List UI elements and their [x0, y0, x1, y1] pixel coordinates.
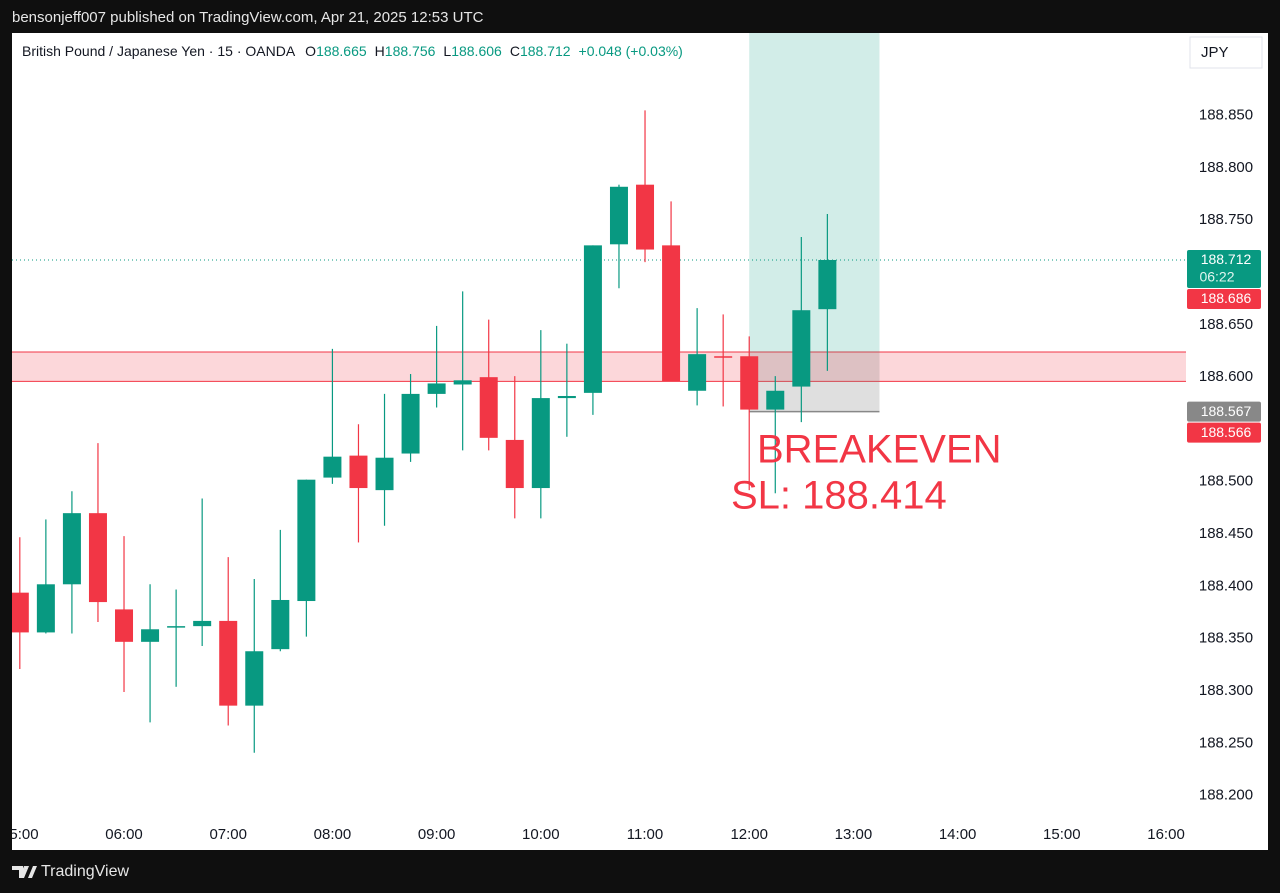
- y-tick-label: 188.300: [1199, 682, 1253, 699]
- candle-body: [688, 354, 707, 391]
- candle-body: [12, 592, 29, 633]
- x-tick-label: 11:00: [627, 826, 663, 843]
- candle-body: [141, 629, 160, 642]
- y-tick-label: 188.350: [1199, 630, 1253, 647]
- candle-body: [609, 186, 628, 245]
- currency: JPY: [1201, 44, 1229, 61]
- ohlc-value: 188.665: [316, 43, 367, 59]
- ohlc-key: C: [510, 43, 520, 59]
- candle-body: [62, 513, 81, 585]
- change: +0.048 (+0.03%): [579, 43, 683, 59]
- x-tick-label: 13:00: [835, 826, 873, 843]
- candle-body: [115, 609, 134, 642]
- candle-body: [375, 457, 394, 491]
- candle-body: [219, 620, 238, 706]
- candle-body: [453, 380, 472, 385]
- candle-body: [36, 584, 55, 633]
- candle-body: [323, 456, 342, 478]
- ohlc-value: 188.606: [451, 43, 502, 59]
- x-tick-label: 09:00: [418, 826, 456, 843]
- ohlc-key: O: [305, 43, 316, 59]
- price-label-box: [1187, 250, 1261, 289]
- candle-body: [662, 245, 681, 382]
- y-tick-label: 188.400: [1199, 577, 1253, 594]
- candle-body: [401, 393, 420, 454]
- ohlc-key: L: [443, 43, 451, 59]
- candle-body: [531, 398, 550, 489]
- y-tick-label: 188.250: [1199, 734, 1253, 751]
- candle-body: [427, 383, 446, 394]
- brand: TradingView: [41, 863, 129, 880]
- ohlc-key: H: [375, 43, 385, 59]
- countdown: 06:22: [1199, 269, 1234, 285]
- y-tick-label: 188.750: [1199, 211, 1253, 228]
- position-target: [749, 33, 880, 353]
- candle-body: [557, 395, 576, 399]
- candle-body: [245, 651, 264, 706]
- plot: 05:00 06:00 07:00 08:00 09:00 10:00 11:00 12:00…: [1, 33, 1186, 843]
- symbol: British Pound / Japanese Yen · 15 · OAND…: [22, 43, 296, 59]
- price-label: 188.712: [1201, 251, 1252, 267]
- candle-body: [349, 455, 368, 489]
- price-label: 188.566: [1201, 424, 1252, 440]
- ohlc-value: 188.712: [520, 43, 571, 59]
- x-tick-label: 06:00: [105, 826, 143, 843]
- candle-body: [88, 513, 107, 603]
- candle-body: [766, 390, 785, 410]
- candle-body: [636, 184, 655, 250]
- candle-body: [583, 245, 602, 393]
- annotation: BREAKEVEN: [757, 428, 1002, 472]
- candle-body: [193, 620, 212, 627]
- legend: British Pound / Japanese Yen · 15 · OAND…: [22, 43, 683, 59]
- price-label: 188.567: [1201, 403, 1252, 419]
- price-label-box: [1187, 289, 1261, 310]
- x-tick-label: 12:00: [730, 826, 768, 843]
- currency-box: [1189, 36, 1263, 69]
- candle-body: [714, 356, 733, 358]
- y-tick-label: 188.600: [1199, 368, 1253, 385]
- x-tick-label: 07:00: [209, 826, 247, 843]
- candle-body: [479, 377, 498, 438]
- candle-body: [505, 439, 524, 489]
- candle-body: [818, 260, 837, 310]
- y-tick-label: 188.500: [1199, 473, 1253, 490]
- y-tick-label: 188.200: [1199, 787, 1253, 804]
- ohlc-value: 188.756: [385, 43, 436, 59]
- price-label-box: [1187, 401, 1261, 422]
- candle-body: [167, 626, 186, 628]
- candle-body: [271, 599, 290, 650]
- y-tick-label: 188.800: [1199, 159, 1253, 176]
- y-tick-label: 188.650: [1199, 316, 1253, 333]
- y-tick-label: 188.850: [1199, 107, 1253, 124]
- x-tick-label: 16:00: [1147, 826, 1185, 843]
- x-tick-label: 15:00: [1043, 826, 1081, 843]
- annotation: SL: 188.414: [731, 474, 947, 518]
- brand-logo: [12, 866, 37, 878]
- x-tick-label: 05:00: [1, 826, 39, 843]
- candle-body: [740, 356, 759, 410]
- x-tick-label: 14:00: [939, 826, 977, 843]
- candle-body: [792, 310, 811, 387]
- publish-line: bensonjeff007 published on TradingView.c…: [12, 9, 484, 26]
- y-tick-label: 188.450: [1199, 525, 1253, 542]
- candle-body: [297, 479, 316, 602]
- chart-area: [12, 33, 1268, 850]
- x-tick-label: 08:00: [314, 826, 352, 843]
- price-label: 188.686: [1201, 290, 1252, 306]
- x-tick-label: 10:00: [522, 826, 560, 843]
- price-label-box: [1187, 422, 1261, 443]
